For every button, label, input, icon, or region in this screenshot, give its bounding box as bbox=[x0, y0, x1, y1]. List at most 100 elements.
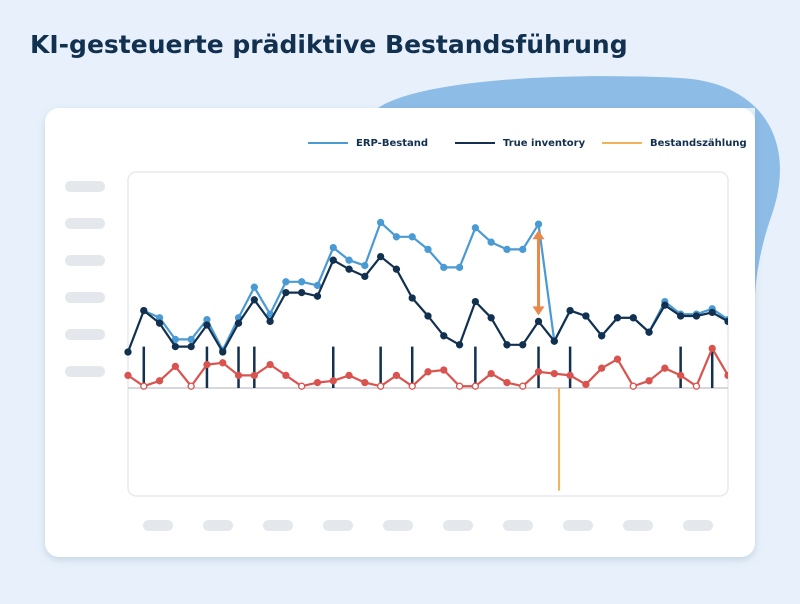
card bbox=[45, 108, 755, 557]
point bbox=[234, 319, 243, 327]
point bbox=[250, 283, 258, 291]
point bbox=[645, 328, 653, 336]
point bbox=[550, 337, 558, 345]
point bbox=[408, 294, 416, 302]
point bbox=[645, 377, 653, 385]
placeholder bbox=[503, 520, 533, 531]
point bbox=[661, 364, 669, 372]
point bbox=[187, 382, 195, 390]
point bbox=[376, 252, 385, 261]
point bbox=[629, 314, 637, 322]
point bbox=[345, 256, 353, 264]
point bbox=[313, 378, 322, 387]
placeholder bbox=[263, 520, 293, 531]
point bbox=[503, 341, 511, 349]
point bbox=[598, 332, 606, 340]
point bbox=[566, 371, 574, 380]
point bbox=[440, 263, 448, 272]
point bbox=[329, 377, 337, 385]
placeholder bbox=[65, 366, 105, 377]
point bbox=[266, 360, 274, 369]
point bbox=[424, 245, 432, 254]
point bbox=[503, 245, 511, 254]
point bbox=[361, 378, 369, 387]
point bbox=[392, 265, 401, 273]
point bbox=[519, 245, 527, 254]
point bbox=[234, 371, 243, 380]
point bbox=[440, 366, 448, 374]
point bbox=[124, 371, 132, 380]
placeholder bbox=[65, 255, 105, 266]
point bbox=[440, 332, 448, 340]
point bbox=[140, 382, 148, 390]
point bbox=[219, 348, 227, 356]
point bbox=[582, 380, 590, 389]
point bbox=[487, 238, 495, 246]
point bbox=[140, 306, 148, 315]
point bbox=[708, 308, 716, 317]
point bbox=[187, 342, 195, 351]
point bbox=[219, 359, 227, 367]
point bbox=[345, 371, 353, 380]
point bbox=[424, 368, 432, 376]
plot bbox=[124, 218, 728, 491]
point bbox=[566, 306, 574, 315]
point bbox=[408, 233, 416, 241]
point bbox=[503, 378, 511, 387]
point bbox=[203, 321, 211, 329]
plot-frame bbox=[127, 171, 729, 497]
point bbox=[471, 297, 480, 306]
legend-label: Bestandszählung bbox=[650, 138, 747, 149]
point bbox=[329, 256, 337, 264]
point bbox=[250, 371, 258, 380]
point bbox=[282, 278, 290, 286]
point bbox=[708, 344, 716, 353]
point bbox=[392, 233, 401, 241]
point bbox=[455, 382, 464, 390]
point bbox=[424, 312, 432, 320]
placeholder bbox=[323, 520, 353, 531]
point bbox=[155, 319, 164, 327]
point bbox=[534, 317, 543, 326]
point bbox=[471, 224, 480, 232]
point bbox=[155, 377, 164, 385]
point bbox=[392, 371, 401, 380]
point bbox=[298, 288, 306, 297]
point bbox=[598, 364, 606, 372]
point bbox=[519, 341, 527, 349]
point bbox=[676, 371, 685, 380]
placeholder bbox=[65, 181, 105, 192]
point bbox=[313, 292, 322, 300]
legend-label: True inventory bbox=[503, 138, 586, 149]
point bbox=[471, 382, 480, 390]
legend-label: ERP-Bestand bbox=[356, 138, 428, 149]
point bbox=[345, 265, 353, 273]
placeholder bbox=[203, 520, 233, 531]
point bbox=[329, 243, 337, 252]
point bbox=[203, 360, 211, 369]
point bbox=[455, 263, 464, 272]
point bbox=[629, 382, 637, 390]
point bbox=[313, 281, 322, 290]
point bbox=[613, 314, 622, 322]
background-blob bbox=[378, 76, 780, 300]
point bbox=[187, 335, 195, 344]
point bbox=[487, 314, 495, 322]
point bbox=[534, 220, 543, 228]
placeholder bbox=[65, 218, 105, 229]
point bbox=[266, 317, 274, 326]
point bbox=[298, 382, 306, 390]
point bbox=[361, 261, 369, 270]
placeholder bbox=[563, 520, 593, 531]
title: KI-gesteuerte prädiktive Bestandsführung bbox=[30, 30, 628, 59]
placeholder bbox=[65, 292, 105, 303]
point bbox=[692, 382, 701, 390]
placeholder bbox=[143, 520, 173, 531]
point bbox=[376, 218, 385, 227]
point bbox=[171, 362, 180, 371]
point bbox=[661, 301, 669, 309]
point bbox=[171, 335, 180, 344]
point bbox=[550, 369, 558, 378]
point bbox=[534, 368, 543, 376]
